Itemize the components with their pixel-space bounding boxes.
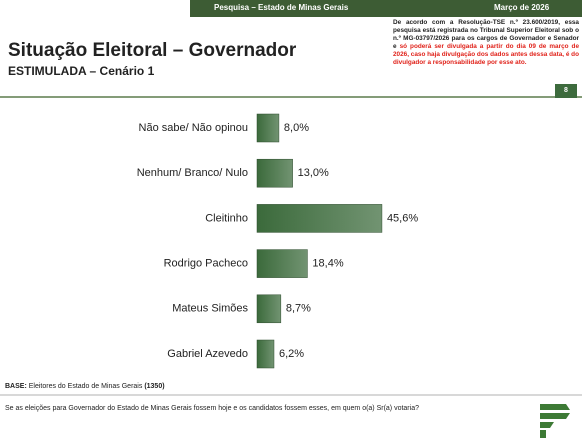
category-label: Nenhum/ Branco/ Nulo xyxy=(137,167,248,179)
bar xyxy=(256,113,280,143)
header-bar xyxy=(190,0,582,17)
bar xyxy=(256,204,383,233)
category-label: Rodrigo Pacheco xyxy=(164,258,248,270)
logo xyxy=(540,404,570,438)
base: BASE: Eleitores do Estado de Minas Gerai… xyxy=(5,383,165,390)
question: Se as eleições para Governador do Estado… xyxy=(5,405,419,412)
title: Situação Eleitoral – Governador xyxy=(8,40,297,61)
base-n: (1350) xyxy=(144,383,165,390)
bar xyxy=(256,158,293,188)
subtitle: ESTIMULADA – Cenário 1 xyxy=(8,64,155,78)
value-label: 45,6% xyxy=(387,212,418,224)
value-label: 8,0% xyxy=(284,122,309,134)
page-number: 8 xyxy=(555,84,577,98)
category-label: Mateus Simões xyxy=(172,303,248,315)
survey-date: Março de 2026 xyxy=(494,3,550,12)
bar xyxy=(256,249,308,278)
legal-note: De acordo com a Resolução-TSE n.º 23.600… xyxy=(393,19,579,67)
note-warning: só poderá ser divulgada a partir do dia … xyxy=(393,43,579,66)
category-label: Gabriel Azevedo xyxy=(167,348,248,360)
base-label: BASE: xyxy=(5,383,27,390)
value-label: 13,0% xyxy=(298,167,329,179)
bar xyxy=(256,294,282,324)
base-text: Eleitores do Estado de Minas Gerais xyxy=(28,383,143,390)
category-label: Cleitinho xyxy=(205,212,248,224)
value-label: 18,4% xyxy=(312,258,343,270)
bar xyxy=(256,339,275,369)
note-text: De acordo com a Resolução-TSE n.º 23.600… xyxy=(393,19,579,50)
survey-name: Pesquisa – Estado de Minas Gerais xyxy=(214,3,349,12)
value-label: 6,2% xyxy=(279,348,304,360)
value-label: 8,7% xyxy=(286,303,311,315)
category-label: Não sabe/ Não opinou xyxy=(139,122,248,134)
